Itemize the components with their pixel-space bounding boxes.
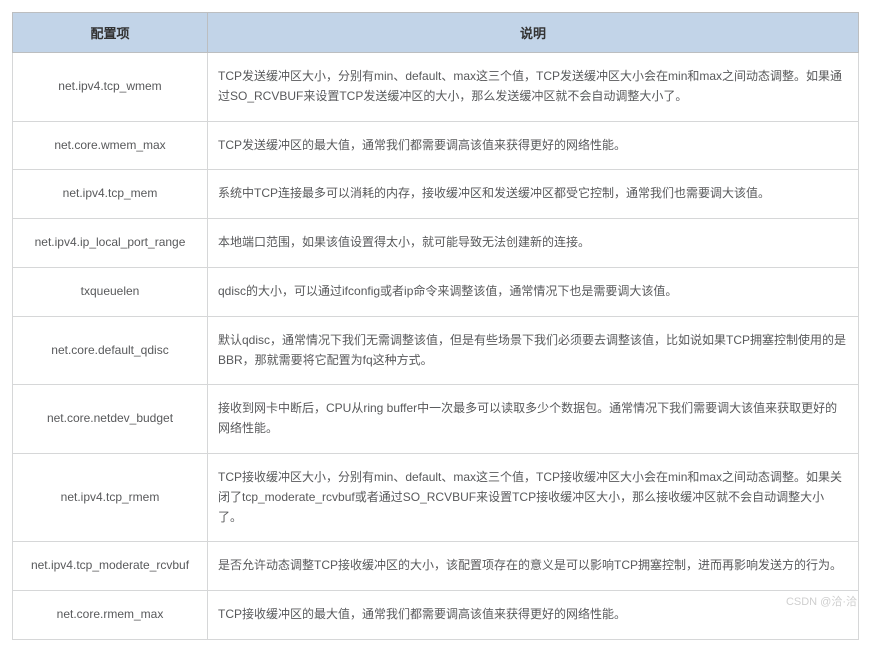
- config-desc-cell: 是否允许动态调整TCP接收缓冲区的大小，该配置项存在的意义是可以影响TCP拥塞控…: [208, 542, 859, 591]
- config-desc-cell: 接收到网卡中断后，CPU从ring buffer中一次最多可以读取多少个数据包。…: [208, 385, 859, 454]
- header-description: 说明: [208, 13, 859, 53]
- config-desc-cell: TCP接收缓冲区的最大值，通常我们都需要调高该值来获得更好的网络性能。: [208, 591, 859, 640]
- table-row: txqueuelen qdisc的大小，可以通过ifconfig或者ip命令来调…: [13, 267, 859, 316]
- config-name-cell: net.ipv4.tcp_wmem: [13, 53, 208, 122]
- config-desc-cell: 默认qdisc，通常情况下我们无需调整该值，但是有些场景下我们必须要去调整该值，…: [208, 316, 859, 385]
- config-name-cell: net.ipv4.tcp_rmem: [13, 453, 208, 541]
- table-row: net.core.wmem_max TCP发送缓冲区的最大值，通常我们都需要调高…: [13, 121, 859, 170]
- table-body: net.ipv4.tcp_wmem TCP发送缓冲区大小，分别有min、defa…: [13, 53, 859, 640]
- table-row: net.core.default_qdisc 默认qdisc，通常情况下我们无需…: [13, 316, 859, 385]
- config-desc-cell: 本地端口范围，如果该值设置得太小，就可能导致无法创建新的连接。: [208, 219, 859, 268]
- table-row: net.ipv4.tcp_rmem TCP接收缓冲区大小，分别有min、defa…: [13, 453, 859, 541]
- config-name-cell: net.core.default_qdisc: [13, 316, 208, 385]
- table-row: net.ipv4.tcp_moderate_rcvbuf 是否允许动态调整TCP…: [13, 542, 859, 591]
- config-desc-cell: 系统中TCP连接最多可以消耗的内存，接收缓冲区和发送缓冲区都受它控制，通常我们也…: [208, 170, 859, 219]
- header-config: 配置项: [13, 13, 208, 53]
- config-name-cell: net.ipv4.ip_local_port_range: [13, 219, 208, 268]
- config-desc-cell: TCP接收缓冲区大小，分别有min、default、max这三个值，TCP接收缓…: [208, 453, 859, 541]
- config-desc-cell: TCP发送缓冲区大小，分别有min、default、max这三个值，TCP发送缓…: [208, 53, 859, 122]
- config-table: 配置项 说明 net.ipv4.tcp_wmem TCP发送缓冲区大小，分别有m…: [12, 12, 859, 640]
- config-name-cell: net.ipv4.tcp_moderate_rcvbuf: [13, 542, 208, 591]
- table-row: net.core.netdev_budget 接收到网卡中断后，CPU从ring…: [13, 385, 859, 454]
- table-row: net.ipv4.tcp_mem 系统中TCP连接最多可以消耗的内存，接收缓冲区…: [13, 170, 859, 219]
- config-desc-cell: qdisc的大小，可以通过ifconfig或者ip命令来调整该值，通常情况下也是…: [208, 267, 859, 316]
- config-name-cell: txqueuelen: [13, 267, 208, 316]
- config-name-cell: net.core.rmem_max: [13, 591, 208, 640]
- table-row: net.core.rmem_max TCP接收缓冲区的最大值，通常我们都需要调高…: [13, 591, 859, 640]
- config-name-cell: net.core.netdev_budget: [13, 385, 208, 454]
- table-row: net.ipv4.ip_local_port_range 本地端口范围，如果该值…: [13, 219, 859, 268]
- table-row: net.ipv4.tcp_wmem TCP发送缓冲区大小，分别有min、defa…: [13, 53, 859, 122]
- config-name-cell: net.ipv4.tcp_mem: [13, 170, 208, 219]
- config-desc-cell: TCP发送缓冲区的最大值，通常我们都需要调高该值来获得更好的网络性能。: [208, 121, 859, 170]
- config-name-cell: net.core.wmem_max: [13, 121, 208, 170]
